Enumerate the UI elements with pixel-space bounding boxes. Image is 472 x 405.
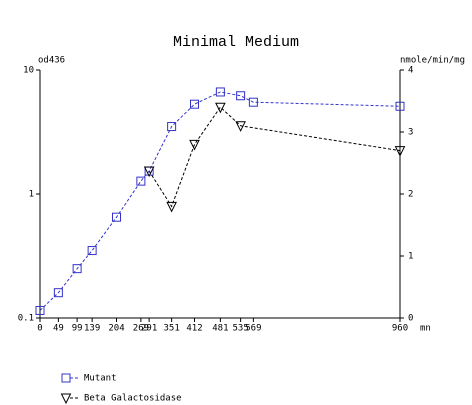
data-marker — [190, 99, 199, 109]
legend-label: Mutant — [84, 374, 117, 384]
y2-tick-label: 3 — [408, 128, 413, 138]
y2-tick-label: 0 — [408, 314, 413, 324]
data-marker — [235, 121, 246, 132]
data-marker — [395, 101, 405, 111]
data-marker — [136, 176, 146, 186]
legend-label: Beta Galactosidase — [84, 394, 182, 404]
x-axis-label: mn — [420, 324, 431, 334]
data-marker — [248, 97, 258, 107]
x-tick-label: 99 — [72, 324, 83, 334]
y-tick-label: 0.1 — [18, 314, 34, 324]
x-tick-label: 139 — [84, 324, 100, 334]
data-marker — [167, 122, 177, 132]
x-tick-label: 351 — [163, 324, 179, 334]
x-tick-label: 481 — [212, 324, 228, 334]
data-marker — [72, 264, 82, 274]
x-tick-label: 291 — [141, 324, 157, 334]
data-marker — [236, 91, 246, 101]
data-marker — [53, 288, 63, 298]
x-tick-label: 535 — [232, 324, 248, 334]
y2-tick-label: 2 — [408, 190, 413, 200]
data-marker — [166, 201, 177, 213]
data-marker — [35, 305, 45, 315]
y-axis-label: od436 — [38, 56, 65, 66]
data-marker — [189, 139, 200, 151]
series-line — [148, 106, 401, 208]
data-marker — [143, 166, 155, 178]
y2-tick-label: 4 — [408, 66, 413, 76]
data-marker — [394, 146, 406, 157]
y2-axis-label: nmole/min/mg — [400, 56, 465, 66]
data-marker — [215, 87, 225, 97]
x-tick-label: 49 — [53, 324, 64, 334]
legend-marker — [60, 393, 72, 405]
data-marker — [112, 212, 121, 222]
x-tick-label: 960 — [392, 324, 408, 334]
y-tick-label: 1 — [29, 190, 34, 200]
x-tick-label: 269 — [133, 324, 149, 334]
y2-tick-label: 1 — [408, 252, 413, 262]
y-tick-label: 10 — [23, 66, 34, 76]
legend-marker — [61, 373, 71, 383]
series-line — [39, 91, 401, 311]
chart-title: Minimal Medium — [173, 34, 299, 51]
data-marker — [215, 102, 226, 114]
x-tick-label: 412 — [186, 324, 202, 334]
x-tick-label: 0 — [37, 324, 42, 334]
x-tick-label: 204 — [108, 324, 124, 334]
data-marker — [87, 246, 97, 256]
x-tick-label: 569 — [245, 324, 261, 334]
